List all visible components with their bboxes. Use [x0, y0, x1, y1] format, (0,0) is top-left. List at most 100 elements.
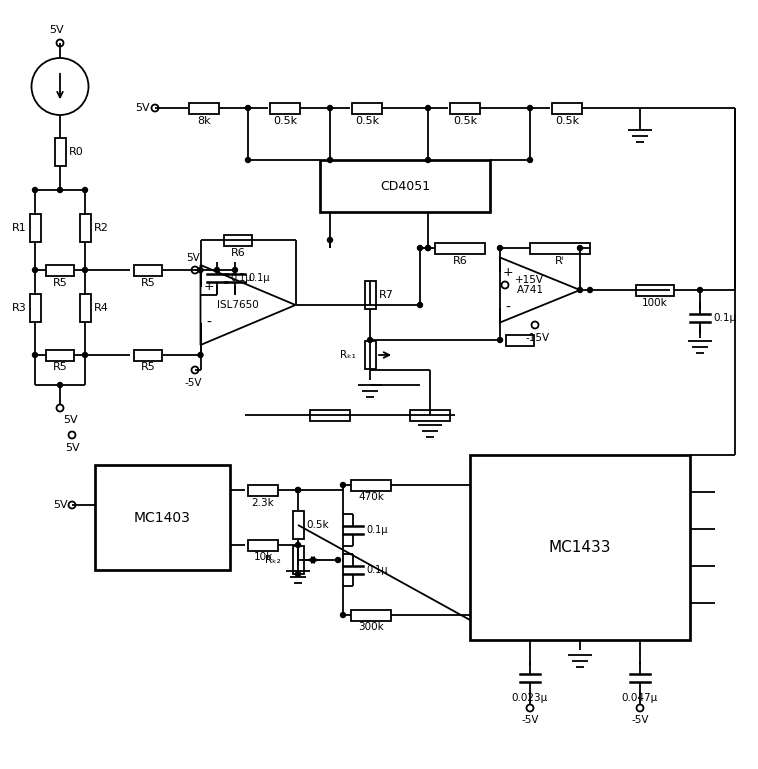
Bar	[224, 235, 252, 245]
Text: 0.047μ: 0.047μ	[622, 693, 658, 703]
Circle shape	[578, 288, 582, 292]
Bar	[320, 160, 490, 212]
Circle shape	[296, 542, 300, 548]
Bar	[30, 294, 40, 322]
Text: 0.5k: 0.5k	[273, 115, 297, 125]
Bar	[636, 285, 674, 295]
Text: R7: R7	[378, 290, 393, 300]
Circle shape	[33, 352, 37, 358]
Text: 0.1μ: 0.1μ	[366, 565, 387, 575]
Circle shape	[83, 268, 87, 272]
Text: -: -	[206, 316, 211, 330]
Circle shape	[327, 238, 333, 242]
Text: R3: R3	[12, 303, 27, 313]
Text: R5: R5	[141, 362, 155, 372]
Bar	[248, 484, 278, 495]
Polygon shape	[201, 265, 296, 345]
Circle shape	[368, 338, 372, 342]
Bar	[80, 214, 90, 242]
Text: -5V: -5V	[184, 378, 202, 388]
Text: -: -	[506, 301, 510, 315]
Text: 470k: 470k	[358, 492, 384, 502]
Circle shape	[336, 558, 340, 562]
Text: 5V: 5V	[136, 103, 150, 113]
Circle shape	[33, 188, 37, 192]
Bar	[134, 265, 162, 275]
Text: -5V: -5V	[631, 715, 649, 725]
Text: 0.5k: 0.5k	[453, 115, 477, 125]
Bar	[530, 242, 590, 254]
Text: 0.5k: 0.5k	[355, 115, 379, 125]
Circle shape	[32, 58, 89, 115]
Text: A741: A741	[516, 285, 543, 295]
Bar	[365, 281, 375, 309]
Circle shape	[58, 188, 62, 192]
Bar	[134, 349, 162, 361]
Circle shape	[68, 431, 76, 438]
Circle shape	[425, 245, 431, 251]
Bar	[435, 242, 485, 254]
Bar	[293, 511, 303, 539]
Circle shape	[368, 302, 372, 308]
Circle shape	[578, 245, 582, 251]
Text: MC1403: MC1403	[134, 511, 191, 524]
Circle shape	[58, 382, 62, 388]
Circle shape	[296, 488, 300, 492]
Circle shape	[192, 267, 199, 274]
Bar	[248, 540, 278, 551]
Text: 8k: 8k	[197, 115, 211, 125]
Bar	[95, 465, 230, 570]
Circle shape	[327, 105, 333, 111]
Text: R6: R6	[230, 248, 246, 258]
Circle shape	[57, 404, 64, 411]
Circle shape	[502, 281, 509, 288]
Bar	[30, 214, 40, 242]
Circle shape	[340, 612, 346, 618]
Circle shape	[83, 352, 87, 358]
Circle shape	[425, 158, 431, 162]
Bar	[293, 546, 303, 574]
Bar	[470, 455, 690, 640]
Text: 5V: 5V	[53, 500, 68, 510]
Circle shape	[697, 288, 703, 292]
Circle shape	[368, 302, 372, 308]
Text: R0: R0	[68, 147, 83, 157]
Bar	[46, 265, 74, 275]
Text: -15V: -15V	[526, 333, 550, 343]
Circle shape	[497, 338, 503, 342]
Circle shape	[33, 268, 37, 272]
Circle shape	[296, 571, 300, 577]
Bar	[270, 102, 300, 114]
Text: 5V: 5V	[64, 443, 80, 453]
Text: R5: R5	[52, 278, 67, 288]
Circle shape	[527, 704, 534, 711]
Text: 0.1μ: 0.1μ	[248, 273, 270, 283]
Text: R2: R2	[93, 223, 108, 233]
Text: R1: R1	[12, 223, 27, 233]
Text: 2.3k: 2.3k	[252, 498, 274, 508]
Text: Rₖ₂: Rₖ₂	[265, 555, 281, 565]
Bar	[55, 138, 65, 166]
Circle shape	[198, 352, 203, 358]
Text: +15V: +15V	[515, 275, 544, 285]
Text: 0.023μ: 0.023μ	[512, 693, 548, 703]
Polygon shape	[500, 258, 580, 322]
Circle shape	[418, 245, 422, 251]
Circle shape	[57, 39, 64, 46]
Circle shape	[233, 268, 237, 272]
Text: R5: R5	[141, 278, 155, 288]
Bar	[352, 102, 382, 114]
Circle shape	[246, 158, 250, 162]
Text: MC1433: MC1433	[549, 540, 611, 555]
Circle shape	[528, 158, 533, 162]
Text: R5: R5	[52, 362, 67, 372]
Bar	[552, 102, 582, 114]
Bar	[351, 480, 391, 491]
Text: Rₖ₁: Rₖ₁	[340, 350, 356, 360]
Text: -5V: -5V	[522, 715, 539, 725]
Text: 5V: 5V	[63, 415, 77, 425]
Circle shape	[296, 488, 300, 492]
Circle shape	[215, 268, 220, 272]
Text: +: +	[203, 281, 214, 294]
Bar	[450, 102, 480, 114]
